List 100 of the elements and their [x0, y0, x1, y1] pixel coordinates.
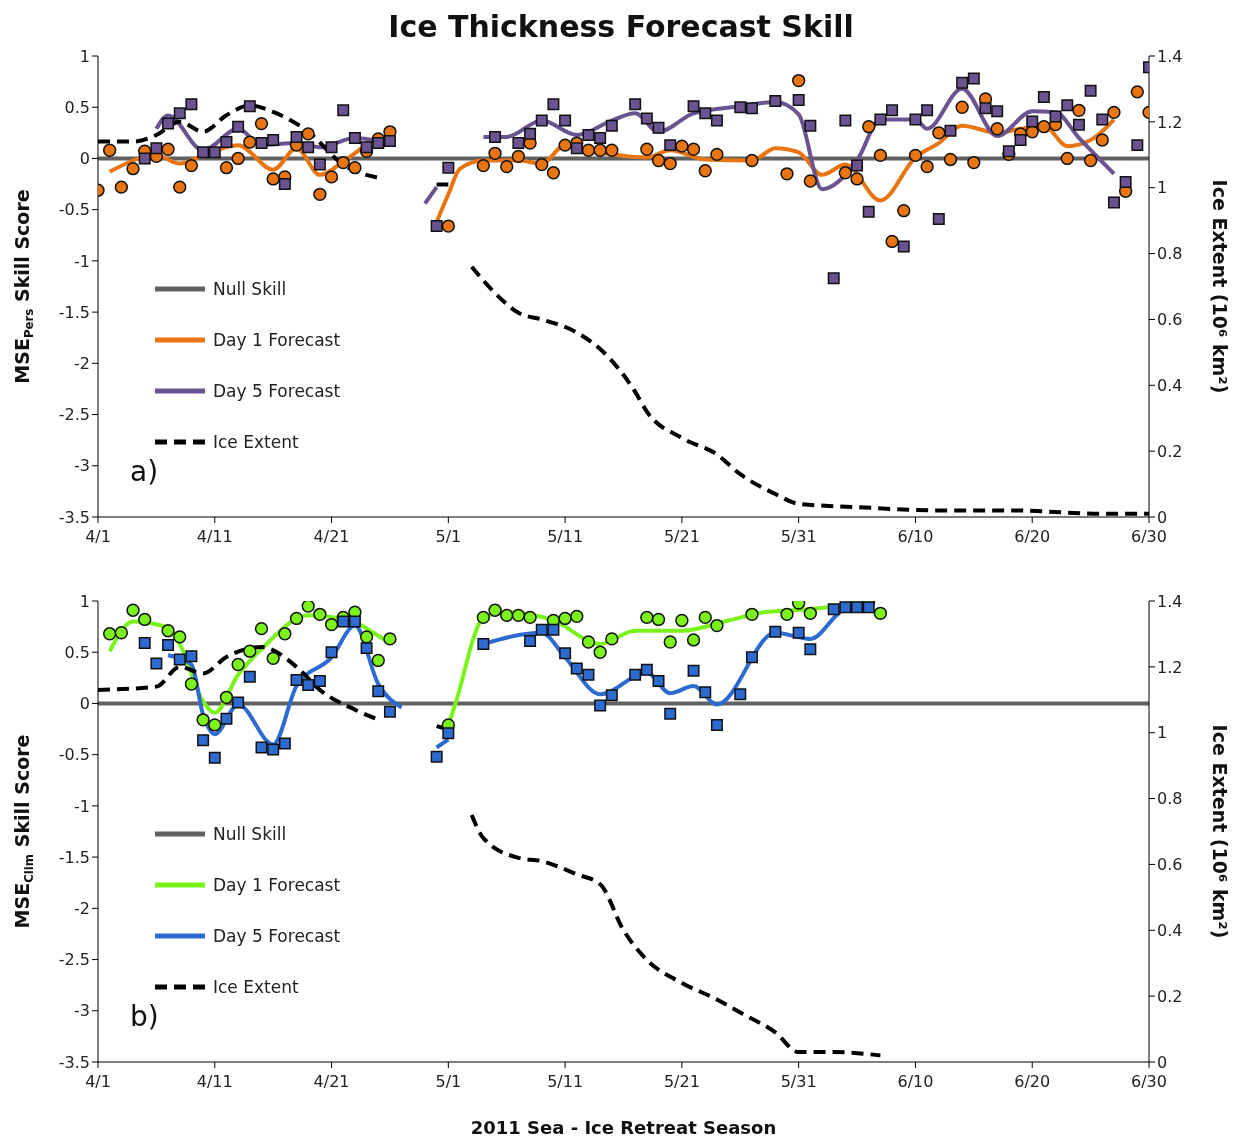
y-tick-label: -0.5 — [58, 200, 90, 220]
point — [687, 664, 700, 677]
x-tick-label: 5/21 — [663, 527, 700, 547]
y2-tick-label: 0 — [1157, 507, 1168, 527]
point — [698, 610, 712, 625]
point — [173, 653, 186, 666]
y-tick-label: 0.5 — [64, 642, 90, 662]
point — [173, 630, 187, 644]
point — [488, 603, 502, 617]
point — [523, 610, 537, 625]
y2-tick-label: 1.2 — [1157, 112, 1183, 132]
point — [138, 612, 152, 627]
point — [675, 613, 689, 628]
point — [594, 699, 607, 712]
point — [243, 644, 257, 658]
y2-tick-label: 1.4 — [1157, 46, 1183, 66]
point — [371, 653, 385, 668]
point — [290, 673, 303, 686]
point — [231, 657, 245, 672]
point — [710, 618, 724, 633]
point — [126, 603, 140, 617]
point — [500, 608, 514, 622]
y-tick-label: -1 — [74, 796, 90, 816]
x-tick-label: 4/1 — [85, 1072, 111, 1092]
x-tick-label: 6/30 — [1131, 527, 1167, 547]
point — [511, 608, 526, 622]
point — [652, 674, 665, 687]
y-tick-label: -3 — [74, 456, 90, 476]
point — [267, 743, 280, 756]
y2-tick-label: 1.2 — [1157, 657, 1183, 677]
point — [640, 610, 654, 625]
x-tick-label: 6/30 — [1131, 1072, 1167, 1092]
point — [851, 601, 864, 614]
point — [208, 751, 221, 764]
point — [184, 677, 199, 691]
y2-axis-title: Ice Extent (10⁶ km²) — [1209, 179, 1231, 394]
point — [605, 689, 618, 702]
point — [359, 630, 374, 644]
point — [383, 705, 396, 718]
point — [663, 635, 677, 649]
x-tick-label: 4/11 — [196, 1072, 233, 1092]
point — [197, 734, 210, 747]
point — [301, 601, 315, 613]
y-tick-label: -2.5 — [58, 950, 90, 970]
point — [430, 750, 443, 763]
x-tick-label: 6/20 — [1014, 1072, 1051, 1092]
point — [278, 737, 291, 750]
y2-tick-label: 0.8 — [1157, 244, 1183, 264]
x-tick-label: 5/1 — [435, 527, 462, 547]
x-tick-label: 5/31 — [780, 527, 817, 547]
legend-label: Day 1 Forecast — [213, 329, 341, 350]
x-tick-label: 5/31 — [780, 1072, 817, 1092]
point — [686, 633, 701, 647]
point — [232, 696, 245, 709]
x-tick-label: 4/21 — [313, 1072, 350, 1092]
point — [372, 685, 385, 698]
annotation: b) — [130, 1000, 159, 1033]
y2-tick-label: 1 — [1157, 723, 1168, 743]
point — [150, 657, 163, 670]
point — [243, 670, 256, 683]
point — [803, 606, 818, 620]
point — [383, 632, 397, 646]
point — [629, 668, 642, 681]
x-tick-label: 6/20 — [1014, 527, 1051, 547]
y2-tick-label: 0 — [1157, 1052, 1168, 1072]
point — [558, 611, 572, 626]
annotation: a) — [130, 455, 159, 488]
x-tick-label: 6/10 — [897, 527, 934, 547]
point — [839, 601, 852, 614]
legend-label: Null Skill — [213, 823, 287, 844]
point — [313, 607, 327, 621]
y2-axis-title: Ice Extent (10⁶ km²) — [1209, 724, 1231, 939]
y2-tick-label: 0.4 — [1157, 375, 1183, 395]
point — [476, 610, 491, 625]
point — [780, 607, 794, 621]
point — [769, 625, 782, 638]
point — [559, 647, 572, 660]
point — [138, 637, 151, 649]
x-tick-label: 4/11 — [196, 527, 233, 547]
point — [710, 718, 723, 731]
point — [862, 601, 875, 614]
point — [161, 624, 175, 638]
legend-label: Day 5 Forecast — [213, 925, 341, 946]
point — [827, 603, 840, 616]
point — [208, 718, 222, 732]
y-tick-label: -1 — [74, 251, 90, 271]
legend-label: Ice Extent — [213, 976, 299, 997]
y-tick-label: -1.5 — [58, 302, 90, 322]
x-tick-label: 5/11 — [547, 527, 584, 547]
y-tick-label: -2 — [74, 899, 90, 919]
y2-tick-label: 1.4 — [1157, 591, 1183, 611]
point — [266, 651, 280, 666]
x-tick-label: 6/10 — [897, 1072, 934, 1092]
point — [162, 639, 175, 652]
point — [324, 617, 339, 632]
y-tick-label: -3.5 — [58, 507, 90, 527]
point — [664, 707, 677, 720]
point — [360, 642, 373, 655]
point — [254, 622, 269, 636]
y2-tick-label: 0.6 — [1157, 310, 1183, 330]
